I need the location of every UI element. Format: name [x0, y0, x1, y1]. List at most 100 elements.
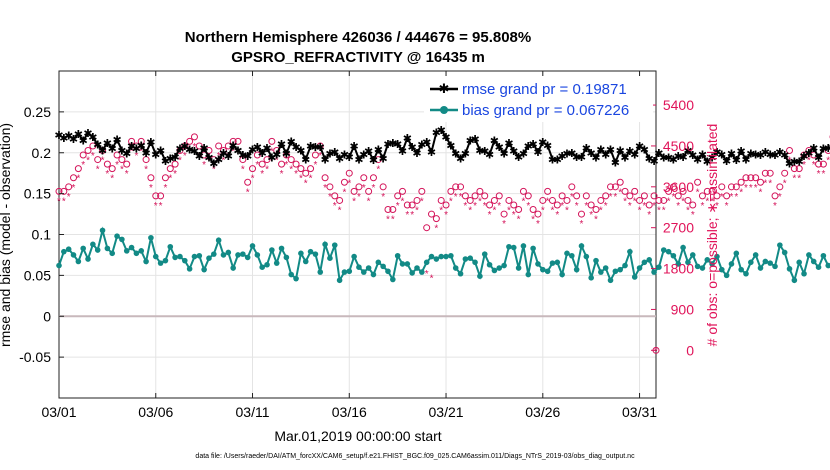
obs-possible-point [737, 178, 745, 186]
rmse-point: ✱ [432, 127, 441, 139]
obs-possible-point [466, 196, 474, 204]
bias-point [457, 270, 464, 277]
obs-assimilated-point: * [415, 206, 419, 217]
rmse-point: ✱ [683, 145, 692, 157]
bias-point [815, 264, 822, 271]
rmse-point: ✱ [175, 144, 184, 156]
obs-assimilated-point: * [478, 196, 482, 207]
obs-possible-point [500, 210, 508, 218]
rmse-point: ✱ [437, 125, 446, 137]
bias-point [820, 252, 827, 259]
bias-point [273, 260, 280, 266]
obs-possible-point [331, 192, 339, 200]
rmse-point: ✱ [659, 153, 668, 165]
bias-point [341, 269, 348, 275]
obs-assimilated-point: * [521, 196, 525, 207]
rmse-point: ✱ [93, 140, 102, 152]
obs-assimilated-point: * [265, 165, 269, 176]
obs-assimilated-point: * [376, 165, 380, 176]
rmse-point: ✱ [466, 135, 475, 147]
y2-tick-label: 5400 [663, 97, 694, 113]
obs-assimilated-point: * [657, 206, 661, 217]
bias-point [472, 259, 478, 266]
bias-point [172, 254, 178, 261]
bias-point [336, 277, 343, 284]
rmse-point: ✱ [824, 143, 830, 155]
obs-assimilated-point: * [463, 201, 467, 212]
obs-possible-point [718, 183, 726, 191]
obs-possible-point [713, 192, 721, 200]
rmse-point: ✱ [625, 146, 634, 158]
obs-assimilated-point: * [178, 156, 182, 167]
bias-point [718, 266, 725, 273]
obs-assimilated-point: * [105, 169, 109, 180]
obs-assimilated-point: * [168, 174, 172, 185]
bias-point [370, 271, 377, 278]
rmse-point: ✱ [248, 144, 257, 156]
obs-assimilated-point: * [260, 169, 264, 180]
rmse-point: ✱ [354, 154, 363, 166]
rmse-point: ✱ [461, 149, 470, 161]
bias-point [177, 253, 183, 260]
bias-point [578, 243, 585, 249]
obs-possible-point [123, 160, 131, 168]
bias-point [714, 253, 720, 260]
obs-assimilated-point: * [691, 210, 695, 221]
obs-assimilated-point: * [667, 196, 671, 207]
obs-assimilated-point: * [391, 215, 395, 226]
obs-assimilated-point: * [72, 183, 76, 194]
obs-possible-point [660, 196, 668, 204]
obs-assimilated-point: * [759, 187, 763, 198]
rmse-point: ✱ [262, 143, 271, 155]
bias-point [559, 271, 565, 278]
obs-possible-point [292, 160, 300, 168]
rmse-point: ✱ [790, 157, 799, 169]
rmse-point: ✱ [374, 144, 383, 156]
obs-possible-point [326, 183, 334, 191]
bias-point [119, 236, 125, 243]
obs-assimilated-point: * [817, 169, 821, 180]
obs-possible-point [108, 165, 116, 173]
bias-point [462, 256, 469, 262]
obs-assimilated-point: * [725, 201, 729, 212]
bias-point [380, 263, 386, 270]
obs-possible-point [553, 201, 561, 209]
x-tick-label: 03/06 [138, 404, 173, 420]
bias-point [240, 251, 246, 257]
bias-point [423, 259, 430, 266]
obs-possible-point [423, 224, 431, 232]
y2-tick-label: 1800 [663, 261, 694, 277]
legend-bias-label: bias grand pr = 0.067226 [462, 102, 629, 119]
bias-point [167, 243, 174, 250]
bias-point [510, 244, 517, 251]
obs-assimilated-point: * [280, 169, 284, 180]
bias-point [612, 268, 619, 275]
bias-point [481, 251, 488, 257]
x-tick-label: 03/11 [236, 404, 270, 420]
rmse-point: ✱ [132, 144, 141, 156]
rmse-point: ✱ [287, 136, 296, 148]
rmse-point: ✱ [335, 153, 344, 165]
bias-point [670, 252, 677, 259]
obs-assimilated-point: * [405, 210, 409, 221]
bias-point [806, 252, 812, 258]
bias-point [249, 243, 256, 249]
rmse-point: ✱ [446, 140, 455, 152]
rmse-point: ✱ [393, 139, 402, 151]
bias-point [254, 252, 261, 258]
rmse-point: ✱ [688, 150, 697, 162]
rmse-point: ✱ [606, 144, 615, 156]
obs-possible-point [355, 183, 363, 191]
obs-possible-point [157, 192, 165, 200]
obs-assimilated-point: * [618, 187, 622, 198]
rmse-point: ✱ [519, 149, 528, 161]
rmse-point: ✱ [732, 155, 741, 167]
obs-assimilated-point: * [705, 196, 709, 207]
bias-point [520, 243, 527, 249]
obs-possible-point [679, 187, 687, 195]
obs-possible-point [563, 196, 571, 204]
rmse-point: ✱ [504, 138, 513, 150]
obs-assimilated-point: * [604, 201, 608, 212]
obs-assimilated-point: * [270, 146, 274, 157]
obs-possible-point [65, 183, 73, 191]
